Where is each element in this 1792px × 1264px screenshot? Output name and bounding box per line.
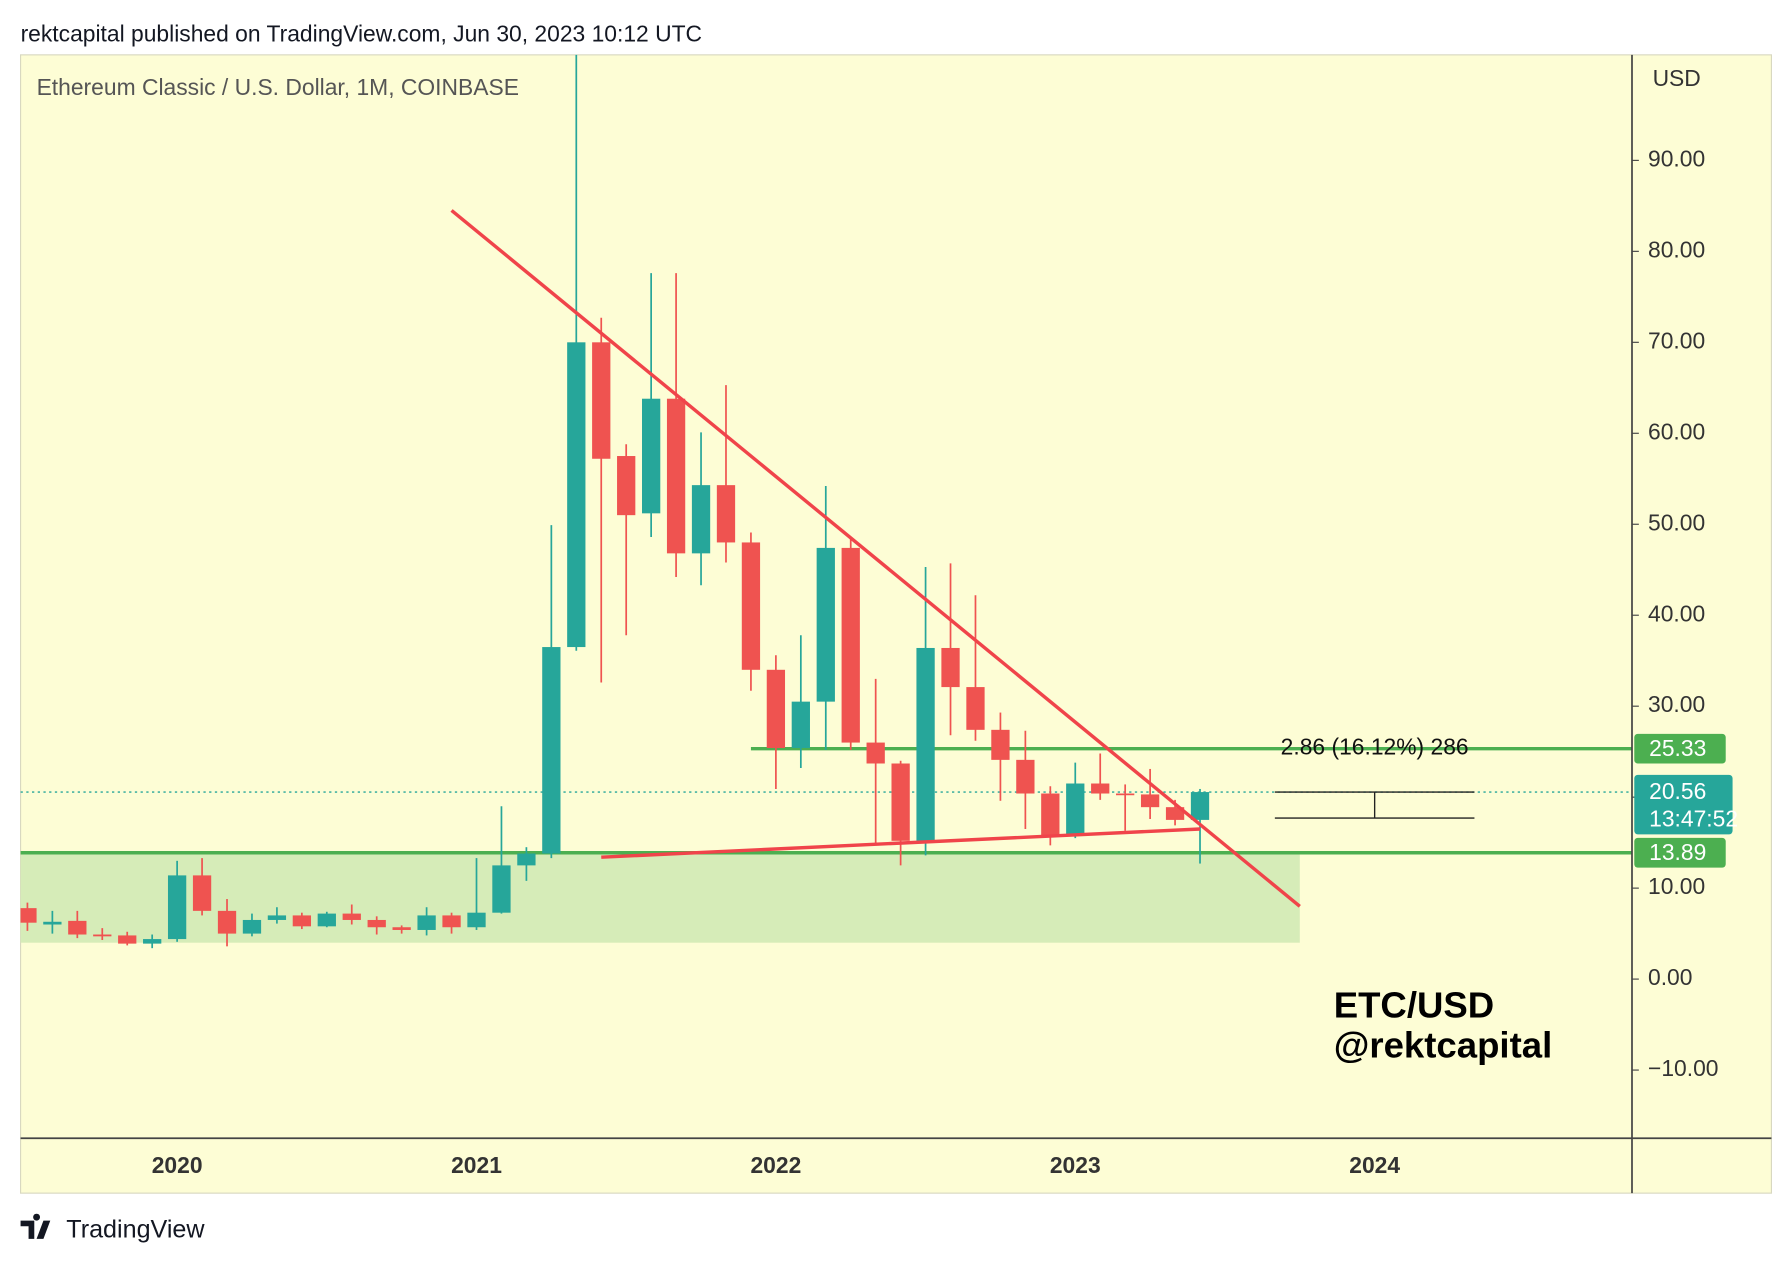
candle-body [118,935,137,944]
candle-body [617,456,636,516]
x-tick-label: 2022 [750,1152,801,1178]
chart-background [20,54,1772,1194]
candle-body [891,763,910,841]
logo-icon [20,1213,51,1239]
x-tick-label: 2023 [1050,1152,1101,1178]
candle-body [642,398,661,514]
tradingview-logo [20,1213,51,1239]
annotation: ETC/USD [1334,985,1494,1026]
candle-body [467,912,486,928]
candle-body [691,485,711,554]
support-zone [20,852,1300,943]
candle-body [20,908,37,923]
trendline [450,209,1301,908]
y-tick-label: 60.00 [1648,418,1705,444]
y-tick-label: 80.00 [1648,236,1705,262]
plot-area [20,54,1632,949]
x-tick-label: 2024 [1349,1152,1400,1178]
chart-title: Ethereum Classic / U.S. Dollar, 1M, COIN… [37,74,519,100]
candle-body [1016,759,1035,794]
candle-body [68,920,87,935]
candle-body [716,485,736,543]
candle-body [492,865,511,913]
candle-body [1116,793,1135,796]
candle-body [417,915,436,930]
candle-body [392,927,411,930]
candle-body [666,398,686,554]
candle-body [866,742,885,764]
candle-body [841,547,860,743]
candle-body [517,853,536,866]
y-tick-label: 50.00 [1648,509,1705,535]
y-tick-label: 0.00 [1648,964,1692,990]
candle-body [816,547,835,702]
candle-body [292,915,312,927]
measure-label: 2.86 (16.12%) 286 [1281,734,1469,760]
candle-body [1190,792,1210,820]
candle-body [916,647,935,841]
candle-body [267,915,287,920]
candle-body [1041,793,1060,836]
candle-body [1165,807,1185,820]
level-price-label: 13.89 [1649,839,1706,865]
candle-body [941,647,960,688]
x-tick-label: 2021 [451,1152,502,1178]
candle-body [991,729,1010,760]
countdown-label: 13:47:52 [1649,806,1738,832]
last-price-tag [1634,774,1733,835]
x-tick-label: 2020 [152,1152,203,1178]
candle-body [217,910,237,934]
level-price-tag [1634,837,1726,868]
candle-body [192,875,212,911]
candle-body [93,934,112,937]
candle-body [1140,794,1160,808]
y-tick-label: 30.00 [1648,691,1705,717]
annotation: @rektcapital [1334,1025,1553,1066]
level-price-label: 25.33 [1649,735,1706,761]
candle-body [167,875,187,940]
candle-body [567,342,586,648]
candle-body [966,687,985,730]
candle-body [766,669,786,749]
trendline [601,827,1201,859]
candle-body [342,913,361,920]
candle-body [741,542,761,670]
header: rektcapital published on TradingView.com… [21,20,702,46]
candle-body [317,913,336,927]
candle-body [1066,783,1085,836]
y-axis-label: USD [1653,65,1701,91]
y-tick-label: 10.00 [1648,873,1705,899]
candle-body [367,919,386,928]
candle-body [1091,783,1110,794]
candle-body [143,939,162,944]
level-price-tag [1634,733,1726,764]
y-tick-label: 90.00 [1648,145,1705,171]
y-tick-label: −10.00 [1648,1055,1719,1081]
candle-body [592,342,611,459]
footer: TradingView [66,1215,205,1243]
last-price-label: 20.56 [1649,778,1706,804]
y-tick-label: 70.00 [1648,327,1705,353]
candle-body [242,919,262,934]
y-tick-label: 40.00 [1648,600,1705,626]
candle-body [542,647,561,854]
candle-body [43,921,62,925]
candle-body [791,701,810,749]
candle-body [442,915,461,928]
